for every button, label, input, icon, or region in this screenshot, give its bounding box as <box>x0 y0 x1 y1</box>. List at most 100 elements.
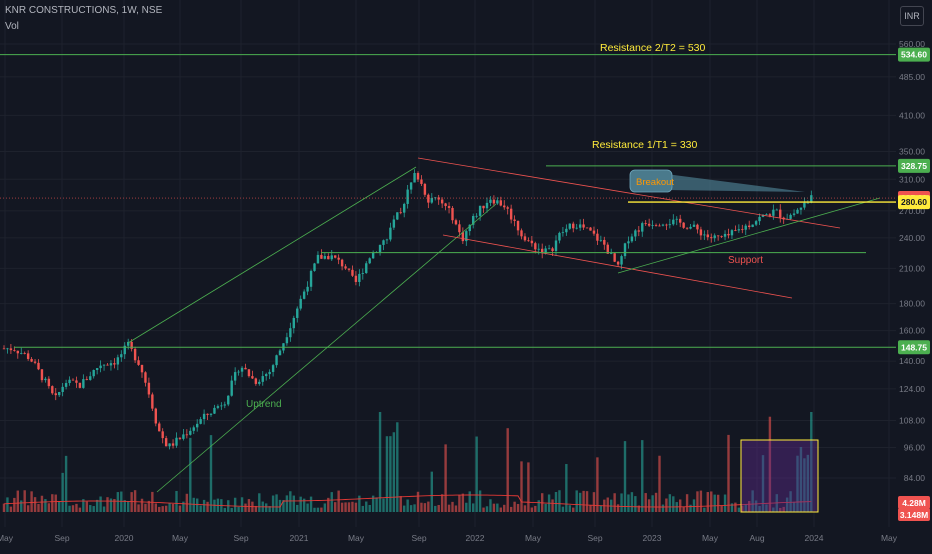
candle <box>196 419 199 432</box>
candle <box>447 202 451 214</box>
candle <box>123 342 126 359</box>
volume-bar <box>113 499 116 512</box>
candle <box>299 295 302 311</box>
candle <box>199 416 202 425</box>
volume-bar <box>196 498 199 512</box>
volume-bar <box>302 498 306 512</box>
volume-bar <box>120 491 123 512</box>
volume-bar <box>682 507 685 512</box>
candle <box>699 226 703 240</box>
symbol-title[interactable]: KNR CONSTRUCTIONS, 1W, NSE <box>5 5 163 16</box>
candle <box>365 261 368 274</box>
volume-bar <box>661 504 665 512</box>
volume-bar <box>620 493 623 512</box>
uptrend-label: Uptrend <box>246 399 282 410</box>
candle <box>610 248 613 255</box>
volume-bar <box>334 502 337 512</box>
candle <box>275 354 278 368</box>
candle <box>520 228 523 240</box>
candle <box>630 233 634 243</box>
volume-bar <box>523 505 527 512</box>
volume-bar <box>716 494 720 512</box>
volume-bar <box>572 507 575 512</box>
candle <box>40 369 44 383</box>
candle <box>668 218 672 229</box>
candle <box>392 215 396 230</box>
candle <box>589 227 592 231</box>
volume-ma-line <box>3 494 812 508</box>
volume-bar <box>313 507 316 512</box>
candle <box>6 347 9 354</box>
candle <box>344 264 347 270</box>
time-axis[interactable]: May Sep 2020 May Sep 2021 May Sep 2022 May Sep 2023… <box>0 533 898 543</box>
volume-bar <box>254 505 258 512</box>
horizontal-levels <box>0 54 896 348</box>
volume-highlight-box <box>740 439 819 513</box>
volume-bar <box>123 500 126 512</box>
price-tick-label: 240.00 <box>899 233 925 243</box>
volume-bar <box>785 497 789 512</box>
candle <box>672 214 675 226</box>
volume-bar <box>565 464 568 512</box>
candle <box>761 214 765 218</box>
uptrend-channel-lower <box>156 203 497 493</box>
candle <box>161 428 164 444</box>
volume-bar <box>361 505 364 512</box>
candle <box>189 427 192 436</box>
candle <box>320 249 323 259</box>
volume-bar <box>23 490 26 512</box>
volume-bar <box>706 492 709 512</box>
price-axis-labels: 534.60328.75285.60280.60148.754.28M3.148… <box>898 47 930 521</box>
time-tick-label: Aug <box>749 533 764 543</box>
candle <box>748 220 751 230</box>
volume-bar <box>85 501 88 512</box>
volume-indicator-label[interactable]: Vol <box>5 21 19 32</box>
volume-moving-average <box>3 494 812 508</box>
volume-bar <box>578 492 582 512</box>
volume-bar <box>147 500 151 512</box>
candle <box>658 223 661 227</box>
candle <box>182 428 185 441</box>
svg-text:3.148M: 3.148M <box>900 510 928 520</box>
candle <box>254 377 258 386</box>
volume-bar <box>634 496 637 512</box>
candle <box>337 254 340 265</box>
candle <box>437 194 440 205</box>
volume-bar <box>489 499 492 512</box>
candle <box>9 343 13 354</box>
volume-bar <box>654 492 658 512</box>
price-axis[interactable]: 84.00 96.00 108.00 124.00 140.00 160.00 180.00… <box>896 0 932 550</box>
price-tick-label: 210.00 <box>899 263 925 273</box>
candle <box>306 281 309 296</box>
candle <box>737 224 741 233</box>
candle <box>175 432 178 448</box>
currency-button[interactable]: INR <box>900 6 924 26</box>
volume-bar <box>468 491 471 512</box>
volume-bar <box>171 503 175 512</box>
price-tick-label: 410.00 <box>899 110 925 120</box>
volume-bar <box>71 505 75 512</box>
candle <box>137 356 140 366</box>
volume-bar <box>754 500 758 512</box>
volume-bar <box>748 501 751 512</box>
volume-bar <box>568 505 571 512</box>
volume-bar <box>644 493 647 512</box>
volume-bar <box>544 503 547 512</box>
candle <box>810 190 813 204</box>
candle <box>406 184 409 209</box>
candle <box>644 220 647 226</box>
volume-bar <box>782 506 785 512</box>
time-tick-label: 2024 <box>805 533 824 543</box>
candle <box>603 236 606 250</box>
candle <box>775 208 778 211</box>
candle <box>754 219 758 227</box>
time-tick-label: May <box>702 533 719 543</box>
volume-bar <box>696 491 699 512</box>
candle <box>244 363 247 370</box>
volume-bar <box>296 504 299 512</box>
candle <box>710 233 713 243</box>
candle <box>85 376 88 381</box>
price-tick-label: 350.00 <box>899 147 925 157</box>
